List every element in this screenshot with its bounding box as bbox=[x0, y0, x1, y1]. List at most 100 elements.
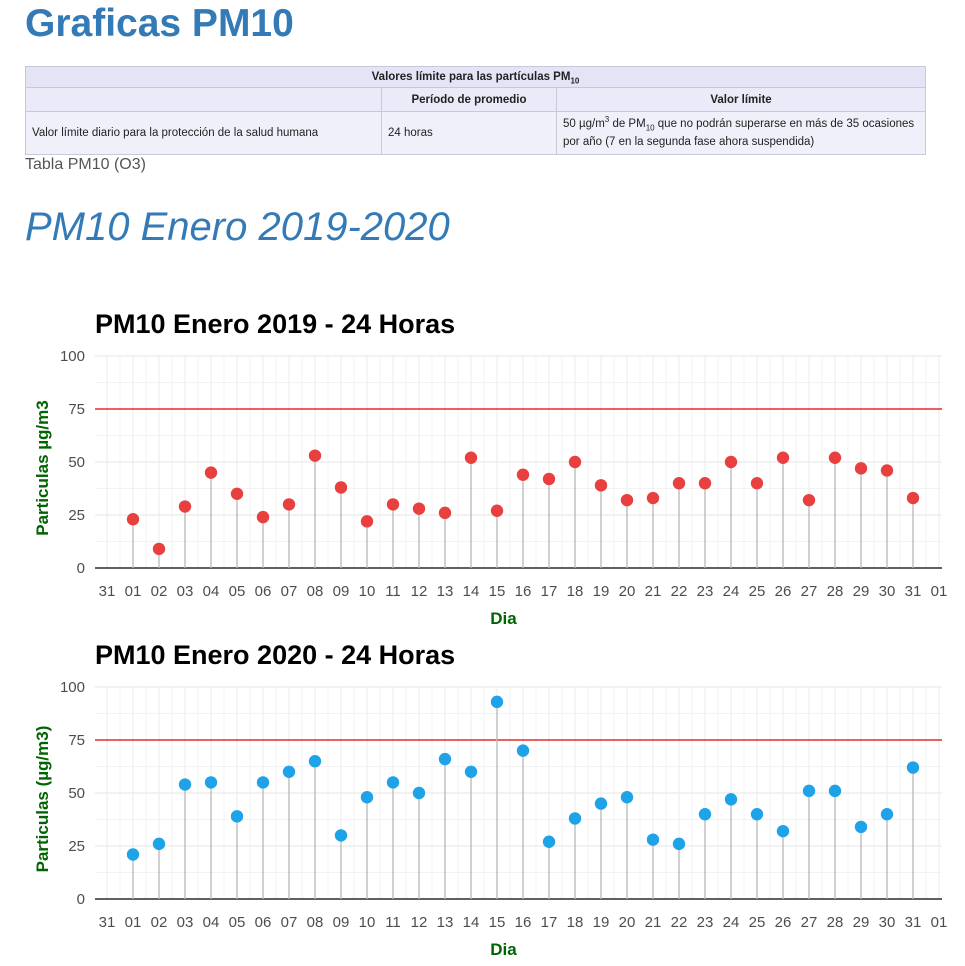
x-tick-label: 20 bbox=[619, 914, 636, 931]
x-tick-label: 05 bbox=[229, 583, 246, 600]
y-tick-label: 75 bbox=[68, 401, 85, 418]
data-point bbox=[750, 808, 764, 821]
data-point bbox=[750, 477, 764, 490]
x-tick-label: 25 bbox=[749, 914, 766, 931]
data-point bbox=[334, 481, 348, 494]
table-cell-period: 24 horas bbox=[381, 111, 557, 155]
x-tick-label: 08 bbox=[307, 914, 324, 931]
x-tick-label: 12 bbox=[411, 914, 428, 931]
data-point bbox=[542, 472, 556, 486]
data-point bbox=[776, 451, 790, 464]
x-tick-label: 31 bbox=[905, 914, 922, 931]
data-point bbox=[568, 455, 582, 469]
x-tick-label: 30 bbox=[879, 583, 896, 600]
x-tick-label: 10 bbox=[359, 914, 376, 931]
x-tick-label: 21 bbox=[645, 583, 662, 600]
data-point bbox=[464, 451, 478, 464]
x-tick-label: 21 bbox=[645, 914, 662, 931]
table-header-empty bbox=[25, 87, 382, 112]
x-tick-label: 24 bbox=[723, 583, 740, 600]
y-tick-label: 0 bbox=[77, 560, 85, 577]
data-point bbox=[230, 487, 244, 500]
y-tick-label: 25 bbox=[68, 507, 85, 524]
x-tick-label: 03 bbox=[177, 914, 194, 931]
data-point bbox=[880, 464, 894, 477]
data-point bbox=[490, 504, 504, 517]
data-point bbox=[698, 477, 712, 490]
table-title-row: Valores límite para las partículas PM10 bbox=[25, 66, 926, 88]
data-point bbox=[230, 810, 244, 823]
data-point bbox=[516, 744, 530, 757]
data-point bbox=[386, 498, 400, 511]
x-tick-label: 17 bbox=[541, 914, 558, 931]
data-point bbox=[282, 765, 296, 778]
x-tick-label: 07 bbox=[281, 914, 298, 931]
data-point bbox=[126, 848, 140, 861]
data-point bbox=[802, 493, 816, 507]
data-point bbox=[802, 784, 816, 798]
x-tick-label: 07 bbox=[281, 583, 298, 600]
data-point bbox=[854, 462, 868, 475]
y-tick-label: 25 bbox=[68, 838, 85, 855]
x-tick-label: 29 bbox=[853, 914, 870, 931]
data-point bbox=[906, 491, 920, 505]
x-tick-label: 06 bbox=[255, 583, 272, 600]
data-point bbox=[412, 502, 426, 515]
y-tick-label: 0 bbox=[77, 891, 85, 908]
data-point bbox=[620, 791, 634, 804]
data-point bbox=[594, 479, 608, 492]
x-tick-label: 25 bbox=[749, 583, 766, 600]
x-tick-label: 01 bbox=[931, 914, 948, 931]
y-tick-label: 50 bbox=[68, 454, 85, 471]
x-tick-label: 02 bbox=[151, 914, 168, 931]
data-point bbox=[906, 761, 920, 774]
limits-table: Valores límite para las partículas PM10 … bbox=[25, 66, 926, 155]
x-tick-label: 22 bbox=[671, 914, 688, 931]
data-point bbox=[672, 477, 686, 490]
data-point bbox=[776, 824, 790, 838]
x-tick-label: 15 bbox=[489, 914, 506, 931]
data-point bbox=[308, 449, 322, 462]
x-tick-label: 30 bbox=[879, 914, 896, 931]
x-tick-label: 19 bbox=[593, 914, 610, 931]
y-tick-label: 50 bbox=[68, 785, 85, 802]
x-tick-label: 13 bbox=[437, 583, 454, 600]
y-axis-label: Particulas (µg/m3) bbox=[33, 726, 52, 873]
x-tick-label: 16 bbox=[515, 914, 532, 931]
table-row: Valor límite diario para la protección d… bbox=[25, 111, 926, 155]
x-tick-label: 09 bbox=[333, 583, 350, 600]
data-point bbox=[594, 797, 608, 810]
x-tick-label: 06 bbox=[255, 914, 272, 931]
chart-pm10-2019: 0 25 50 75 100 31 01 02 03 04 05 06 07 08 09 10 11 12 13 14… bbox=[33, 309, 947, 628]
x-tick-label: 04 bbox=[203, 583, 220, 600]
data-point bbox=[360, 791, 374, 804]
y-tick-label: 100 bbox=[60, 348, 85, 365]
data-point bbox=[178, 778, 192, 791]
data-point bbox=[308, 755, 322, 768]
x-tick-label: 27 bbox=[801, 914, 818, 931]
x-tick-label: 12 bbox=[411, 583, 428, 600]
data-point bbox=[490, 695, 504, 709]
data-point bbox=[386, 776, 400, 789]
data-point bbox=[152, 837, 166, 851]
x-tick-label: 13 bbox=[437, 914, 454, 931]
x-tick-label: 31 bbox=[99, 914, 116, 931]
table-header-period: Período de promedio bbox=[381, 87, 557, 112]
x-tick-label: 10 bbox=[359, 583, 376, 600]
data-point bbox=[204, 776, 218, 789]
table-cell-label: Valor límite diario para la protección d… bbox=[25, 111, 382, 155]
table-title: Valores límite para las partículas PM10 bbox=[25, 66, 926, 88]
data-point bbox=[854, 820, 868, 834]
x-tick-label: 15 bbox=[489, 583, 506, 600]
data-point bbox=[568, 812, 582, 825]
x-tick-label: 04 bbox=[203, 914, 220, 931]
x-tick-label: 01 bbox=[125, 914, 142, 931]
x-tick-label: 11 bbox=[385, 914, 401, 931]
x-tick-label: 17 bbox=[541, 583, 558, 600]
x-tick-label: 20 bbox=[619, 583, 636, 600]
data-point bbox=[438, 506, 452, 520]
section-title: PM10 Enero 2019-2020 bbox=[25, 205, 450, 249]
x-tick-label: 08 bbox=[307, 583, 324, 600]
data-point bbox=[464, 765, 478, 778]
data-point bbox=[620, 493, 634, 507]
